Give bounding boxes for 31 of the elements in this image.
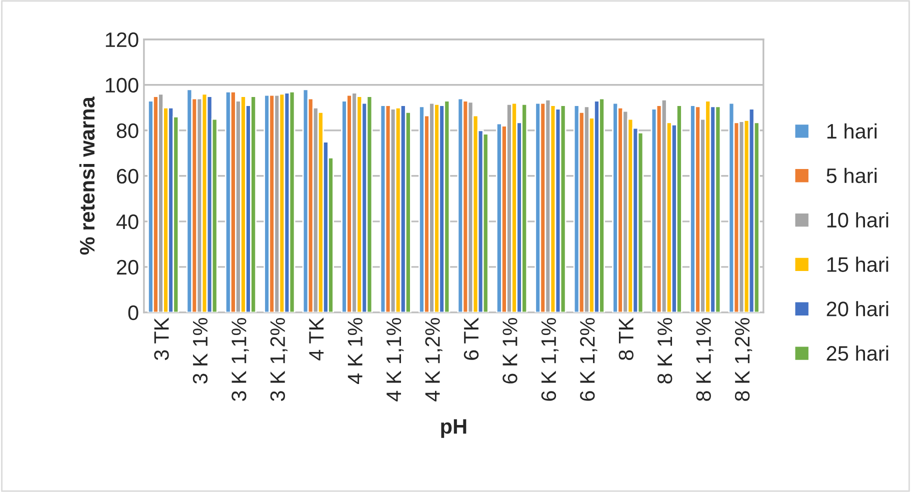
y-tick-label: 100: [106, 78, 138, 93]
y-tick-label: 0: [128, 305, 138, 320]
x-tick-label: 6 K 1%: [502, 318, 518, 384]
y-tick-label: 40: [116, 214, 138, 230]
y-axis-title: % retensi warna: [79, 96, 95, 255]
x-tick-label: 3 K 1,1%: [232, 318, 249, 402]
x-tick-label: 4 K 1,2%: [425, 318, 442, 402]
x-tick-label: 4 K 1%: [348, 318, 362, 384]
legend-label: 15 hari: [827, 256, 888, 272]
x-tick-label: 3 K 1%: [192, 318, 208, 384]
x-tick-label: 6 K 1,1%: [541, 318, 559, 401]
y-tick-label: 80: [116, 123, 138, 138]
legend-label: 20 hari: [826, 301, 888, 316]
legend-label: 10 hari: [827, 212, 888, 228]
legend-label: 25 hari: [826, 345, 888, 361]
x-tick-label: 8 K 1,2%: [734, 318, 752, 401]
x-axis-title: pH: [441, 419, 466, 438]
x-tick-label: 6 K 1,2%: [580, 318, 598, 401]
x-tick-label: 4 K 1,1%: [386, 318, 404, 402]
x-tick-label: 3 TK: [154, 318, 169, 360]
x-tick-label: 8 K 1%: [657, 318, 672, 384]
legend-label: 5 hari: [826, 168, 877, 184]
x-tick-label: 8 K 1,1%: [696, 318, 714, 401]
y-tick-label: 120: [106, 32, 138, 48]
x-tick-label: 3 K 1,2%: [270, 318, 288, 402]
y-tick-label: 20: [116, 260, 138, 275]
x-tick-label: 8 TK: [618, 318, 634, 360]
legend-label: 1 hari: [827, 123, 877, 139]
x-tick-label: 4 TK: [309, 318, 324, 360]
y-tick-label: 60: [116, 168, 138, 184]
x-tick-label: 6 TK: [464, 318, 479, 360]
